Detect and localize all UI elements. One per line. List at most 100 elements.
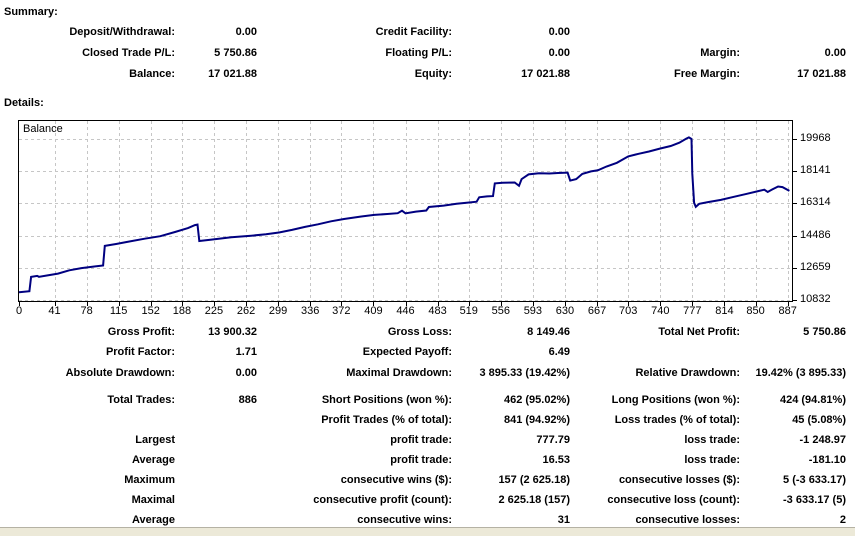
window-bottom-edge	[0, 527, 855, 536]
stat-label: Margin:	[700, 47, 740, 59]
x-axis-label: 519	[459, 305, 478, 317]
stat-value: 777.79	[536, 434, 570, 446]
stat-label: Average	[131, 454, 175, 466]
stat-label: profit trade:	[390, 454, 452, 466]
x-axis-label: 409	[364, 305, 383, 317]
stat-value: 0.00	[235, 367, 257, 379]
stat-label: Closed Trade P/L:	[82, 47, 175, 59]
details-heading: Details:	[4, 97, 44, 109]
stat-value: 8 149.46	[527, 326, 570, 338]
stat-label: Maximal Drawdown:	[346, 367, 452, 379]
stat-label: Average	[131, 514, 175, 526]
chart-title: Balance	[23, 123, 63, 135]
x-axis-label: 703	[619, 305, 638, 317]
stat-value: -1 248.97	[799, 434, 846, 446]
x-axis-label: 483	[428, 305, 447, 317]
stat-value: 5 750.86	[803, 326, 846, 338]
x-axis-label: 188	[172, 305, 192, 317]
stat-value: 19.42% (3 895.33)	[755, 367, 846, 379]
x-axis-label: 336	[300, 305, 320, 317]
stat-label: Absolute Drawdown:	[65, 367, 175, 379]
stat-label: Total Trades:	[107, 394, 175, 406]
stat-label: Balance:	[129, 68, 175, 80]
stat-label: Floating P/L:	[385, 47, 452, 59]
stat-label: Profit Trades (% of total):	[321, 414, 452, 426]
stat-label: Loss trades (% of total):	[614, 414, 740, 426]
stat-label: Long Positions (won %):	[611, 394, 740, 406]
stat-label: Equity:	[414, 68, 452, 80]
x-axis-label: 152	[141, 305, 160, 317]
stat-value: 0.00	[235, 26, 257, 38]
stat-value: 5 750.86	[214, 47, 257, 59]
stat-value: 16.53	[542, 454, 570, 466]
stat-label: Free Margin:	[673, 68, 740, 80]
x-axis-label: 225	[204, 305, 224, 317]
x-axis-label: 593	[523, 305, 543, 317]
stat-label: consecutive loss (count):	[607, 494, 740, 506]
x-axis-label: 446	[396, 305, 415, 317]
y-axis-label: 19968	[800, 132, 831, 144]
stat-label: consecutive wins:	[357, 514, 452, 526]
stat-label: Credit Facility:	[375, 26, 452, 38]
x-axis-label: 777	[683, 305, 702, 317]
x-axis-label: 372	[332, 305, 351, 317]
stat-label: Deposit/Withdrawal:	[69, 26, 175, 38]
stat-label: profit trade:	[390, 434, 452, 446]
stat-label: Gross Loss:	[387, 326, 452, 338]
stat-value: 0.00	[824, 47, 846, 59]
stat-value: 13 900.32	[208, 326, 257, 338]
stat-value: 5 (-3 633.17)	[783, 474, 846, 486]
y-axis-label: 16314	[800, 196, 831, 209]
y-axis-label: 10832	[800, 293, 831, 305]
stat-value: 886	[238, 394, 257, 406]
balance-chart	[18, 120, 797, 306]
stat-label: consecutive profit (count):	[313, 494, 452, 506]
balance-line	[18, 136, 790, 294]
summary-heading: Summary:	[4, 6, 58, 18]
stat-label: Expected Payoff:	[362, 346, 452, 358]
y-axis-label: 12659	[800, 260, 831, 273]
stat-value: 0.00	[548, 26, 570, 38]
x-axis-label: 262	[236, 305, 256, 317]
stat-value: 462 (95.02%)	[503, 394, 570, 406]
x-axis-label: 41	[48, 305, 61, 317]
stat-value: 45 (5.08%)	[792, 414, 846, 426]
x-axis-label: 556	[491, 305, 510, 317]
stat-value: 6.49	[548, 346, 570, 358]
x-axis-label: 630	[555, 305, 575, 317]
stat-label: consecutive wins ($):	[340, 474, 452, 486]
stat-label: loss trade:	[684, 434, 740, 446]
stat-value: 2 625.18 (157)	[498, 494, 570, 506]
stat-label: loss trade:	[684, 454, 740, 466]
stat-value: 1.71	[235, 346, 257, 358]
stat-value: 3 895.33 (19.42%)	[479, 367, 570, 379]
stat-value: 17 021.88	[521, 68, 570, 80]
stat-value: 424 (94.81%)	[779, 394, 846, 406]
x-axis-label: 78	[80, 305, 93, 317]
stat-value: 841 (94.92%)	[503, 414, 570, 426]
x-axis-label: 814	[715, 305, 734, 317]
stat-label: Relative Drawdown:	[635, 367, 740, 379]
stat-value: 2	[839, 514, 846, 526]
stat-label: Total Net Profit:	[658, 326, 740, 338]
stat-label: Largest	[135, 434, 175, 446]
stat-value: -181.10	[808, 454, 846, 466]
x-axis-label: 299	[268, 305, 288, 317]
x-axis-label: 740	[651, 305, 670, 317]
stat-label: Profit Factor:	[105, 346, 175, 358]
y-axis-label: 14486	[800, 228, 831, 241]
stat-value: 0.00	[548, 47, 570, 59]
plot-area	[18, 120, 793, 302]
stat-label: Maximal	[131, 494, 175, 506]
stat-label: consecutive losses:	[635, 514, 740, 526]
stat-value: -3 633.17 (5)	[783, 494, 846, 506]
x-axis-label: 850	[746, 305, 765, 317]
stat-label: consecutive losses ($):	[618, 474, 740, 486]
y-axis-label: 18141	[800, 164, 831, 177]
stat-value: 17 021.88	[208, 68, 257, 80]
stat-value: 157 (2 625.18)	[498, 474, 570, 486]
x-axis-label: 115	[109, 305, 128, 317]
stat-value: 31	[557, 514, 570, 526]
stat-label: Gross Profit:	[107, 326, 175, 338]
x-axis-label: 887	[778, 305, 797, 317]
